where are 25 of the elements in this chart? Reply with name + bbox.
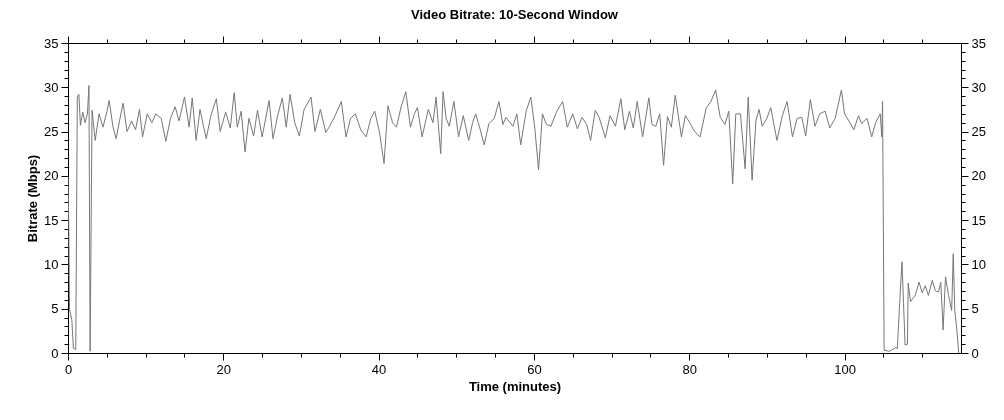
y2-tick-label: 30 [971,79,986,95]
y-tick-label: 30 [44,79,59,95]
x-tick-label: 0 [64,361,73,377]
x-axis-title: Time (minutes) [468,378,562,394]
y-tick-label: 35 [44,35,59,51]
y-tick-label: 20 [44,168,59,184]
chart-title: Video Bitrate: 10-Second Window [411,6,619,22]
x-tick-label: 60 [527,361,542,377]
y-tick-label: 25 [44,124,59,140]
y2-tick-label: 0 [971,345,979,361]
x-tick-label: 20 [216,361,232,377]
y-tick-label: 0 [51,345,59,361]
y-axis-title: Bitrate (Mbps) [25,154,41,243]
y2-tick-label: 10 [971,256,986,272]
y-tick-label: 15 [44,212,59,228]
y2-tick-label: 15 [971,212,986,228]
y-tick-label: 10 [44,256,59,272]
y2-tick-label: 5 [971,301,979,317]
x-tick-label: 80 [682,361,697,377]
x-tick-label: 40 [371,361,387,377]
y2-tick-label: 35 [971,35,986,51]
x-tick-label: 100 [834,361,856,377]
y-tick-label: 5 [51,301,59,317]
y2-tick-label: 20 [971,168,986,184]
y2-tick-label: 25 [971,124,986,140]
